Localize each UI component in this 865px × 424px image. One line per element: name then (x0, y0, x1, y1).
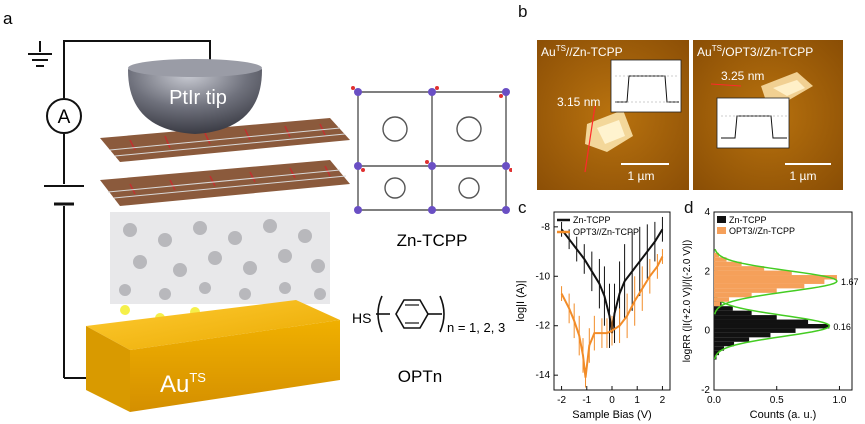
histogram-bar (714, 350, 720, 356)
histogram-bar (714, 310, 752, 316)
optn-structure: HS n = 1, 2, 3 OPTn (352, 295, 505, 386)
y-tick-label: -8 (541, 222, 550, 233)
tip-label: PtIr tip (169, 87, 227, 109)
left-profile-inset (610, 59, 682, 113)
histogram-bar (714, 257, 727, 262)
histogram-bar (714, 270, 792, 276)
right-height-label: 3.25 nm (721, 69, 764, 83)
opt-subscript: n = 1, 2, 3 (447, 320, 505, 335)
legend-label: Zn-TCPP (573, 215, 611, 225)
gaussian-fit (713, 293, 831, 360)
mof-layer-top (100, 118, 350, 162)
zn-tcpp-structure: Zn-TCPP (351, 86, 512, 250)
histogram-bar (714, 319, 809, 324)
right-profile-inset (716, 97, 790, 149)
histogram-bar (714, 341, 735, 347)
histogram-bar (714, 283, 805, 289)
legend-label: OPT3//Zn-TCPP (573, 227, 639, 237)
histogram-bar (714, 346, 725, 351)
plot-frame (553, 211, 671, 391)
y-tick-label: 2 (704, 266, 710, 277)
ammeter-label: A (58, 107, 71, 128)
x-tick-label: 2 (660, 395, 666, 406)
y-tick-label: -12 (536, 321, 551, 332)
histogram-bar (714, 288, 777, 293)
y-axis-label: logRR (|I(+2.0 V)|/|(-2.0 V)|) (682, 240, 693, 362)
histogram-bar (714, 337, 750, 342)
x-tick-label: -2 (557, 395, 566, 406)
ammeter-icon: A (46, 98, 82, 134)
circuit-wires (39, 40, 211, 379)
legend-label: Zn-TCPP (729, 215, 767, 225)
right-scalebar-label: 1 µm (790, 169, 817, 183)
series-zn-tcpp: 0.16 (713, 293, 851, 360)
x-axis-label: Sample Bias (V) (572, 409, 651, 421)
series-opt3-zn-tcpp (560, 249, 664, 388)
panel-b-letter: b (518, 2, 528, 21)
right-title: AuTS/OPT3//Zn-TCPP (697, 44, 813, 59)
x-tick-label: 0.5 (770, 395, 784, 406)
histogram-bar (714, 315, 777, 320)
x-tick-label: 0 (609, 395, 615, 406)
histogram-bar (714, 292, 752, 298)
histogram-bar (714, 275, 837, 280)
opt-hs-label: HS (352, 310, 371, 326)
histogram-bar (714, 297, 730, 302)
left-title: AuTS//Zn-TCPP (541, 44, 623, 59)
afm-image-right: AuTS/OPT3//Zn-TCPP 3.25 nm 1 µm (693, 40, 843, 190)
histogram-bar (714, 301, 721, 307)
histogram-bar (714, 328, 796, 333)
x-tick-label: 1 (634, 395, 640, 406)
left-height-label: 3.15 nm (557, 95, 600, 109)
histogram-bar (714, 266, 765, 271)
legend-label: OPT3//Zn-TCPP (729, 226, 795, 236)
rr-histogram: 0.0 0.5 1.0 -2 0 2 4 Counts (a. u.) logRR (|I(+2… (682, 207, 859, 421)
panel-a: a A (3, 9, 512, 412)
series-line (560, 256, 664, 378)
battery-icon (44, 185, 84, 206)
x-tick-label: 1.0 (833, 395, 847, 406)
y-tick-label: -10 (536, 271, 551, 282)
y-tick-label: 0 (704, 326, 710, 337)
mof-label: Zn-TCPP (397, 231, 468, 250)
afm-image-left: AuTS//Zn-TCPP 3.15 nm 1 µm (537, 40, 689, 190)
x-tick-label: -1 (582, 395, 591, 406)
series-opt3-zn-tcpp: 1.67 (714, 248, 859, 315)
histogram-bar (714, 252, 720, 258)
panel-a-letter: a (3, 9, 13, 28)
substrate-label: AuTS (160, 370, 206, 398)
panel-c-letter: c (518, 198, 527, 217)
panel-d-letter: d (684, 198, 694, 217)
histogram-bar (714, 306, 733, 311)
x-tick-label: 0.0 (707, 395, 721, 406)
histogram-bar (714, 332, 771, 338)
peak-label: 0.16 (833, 322, 851, 332)
opt-label: OPTn (398, 367, 442, 386)
y-tick-label: -14 (536, 370, 551, 381)
legend-swatch (717, 216, 726, 223)
left-scalebar-label: 1 µm (628, 169, 655, 183)
histogram-bar (714, 279, 825, 284)
ptir-tip: PtIr tip (128, 59, 262, 134)
histogram-bar (714, 323, 830, 329)
y-tick-label: -2 (701, 385, 710, 396)
peak-label: 1.67 (841, 277, 859, 287)
mof-layer-bottom (100, 160, 350, 206)
y-axis-label: log|I (A)| (515, 280, 527, 321)
histogram-bar (714, 261, 742, 267)
gaussian-fit (714, 248, 838, 315)
au-substrate: AuTS (86, 300, 340, 412)
x-axis-label: Counts (a. u.) (750, 409, 817, 421)
ground-icon (28, 53, 52, 67)
y-tick-label: 4 (704, 207, 710, 218)
legend-swatch (717, 227, 726, 234)
